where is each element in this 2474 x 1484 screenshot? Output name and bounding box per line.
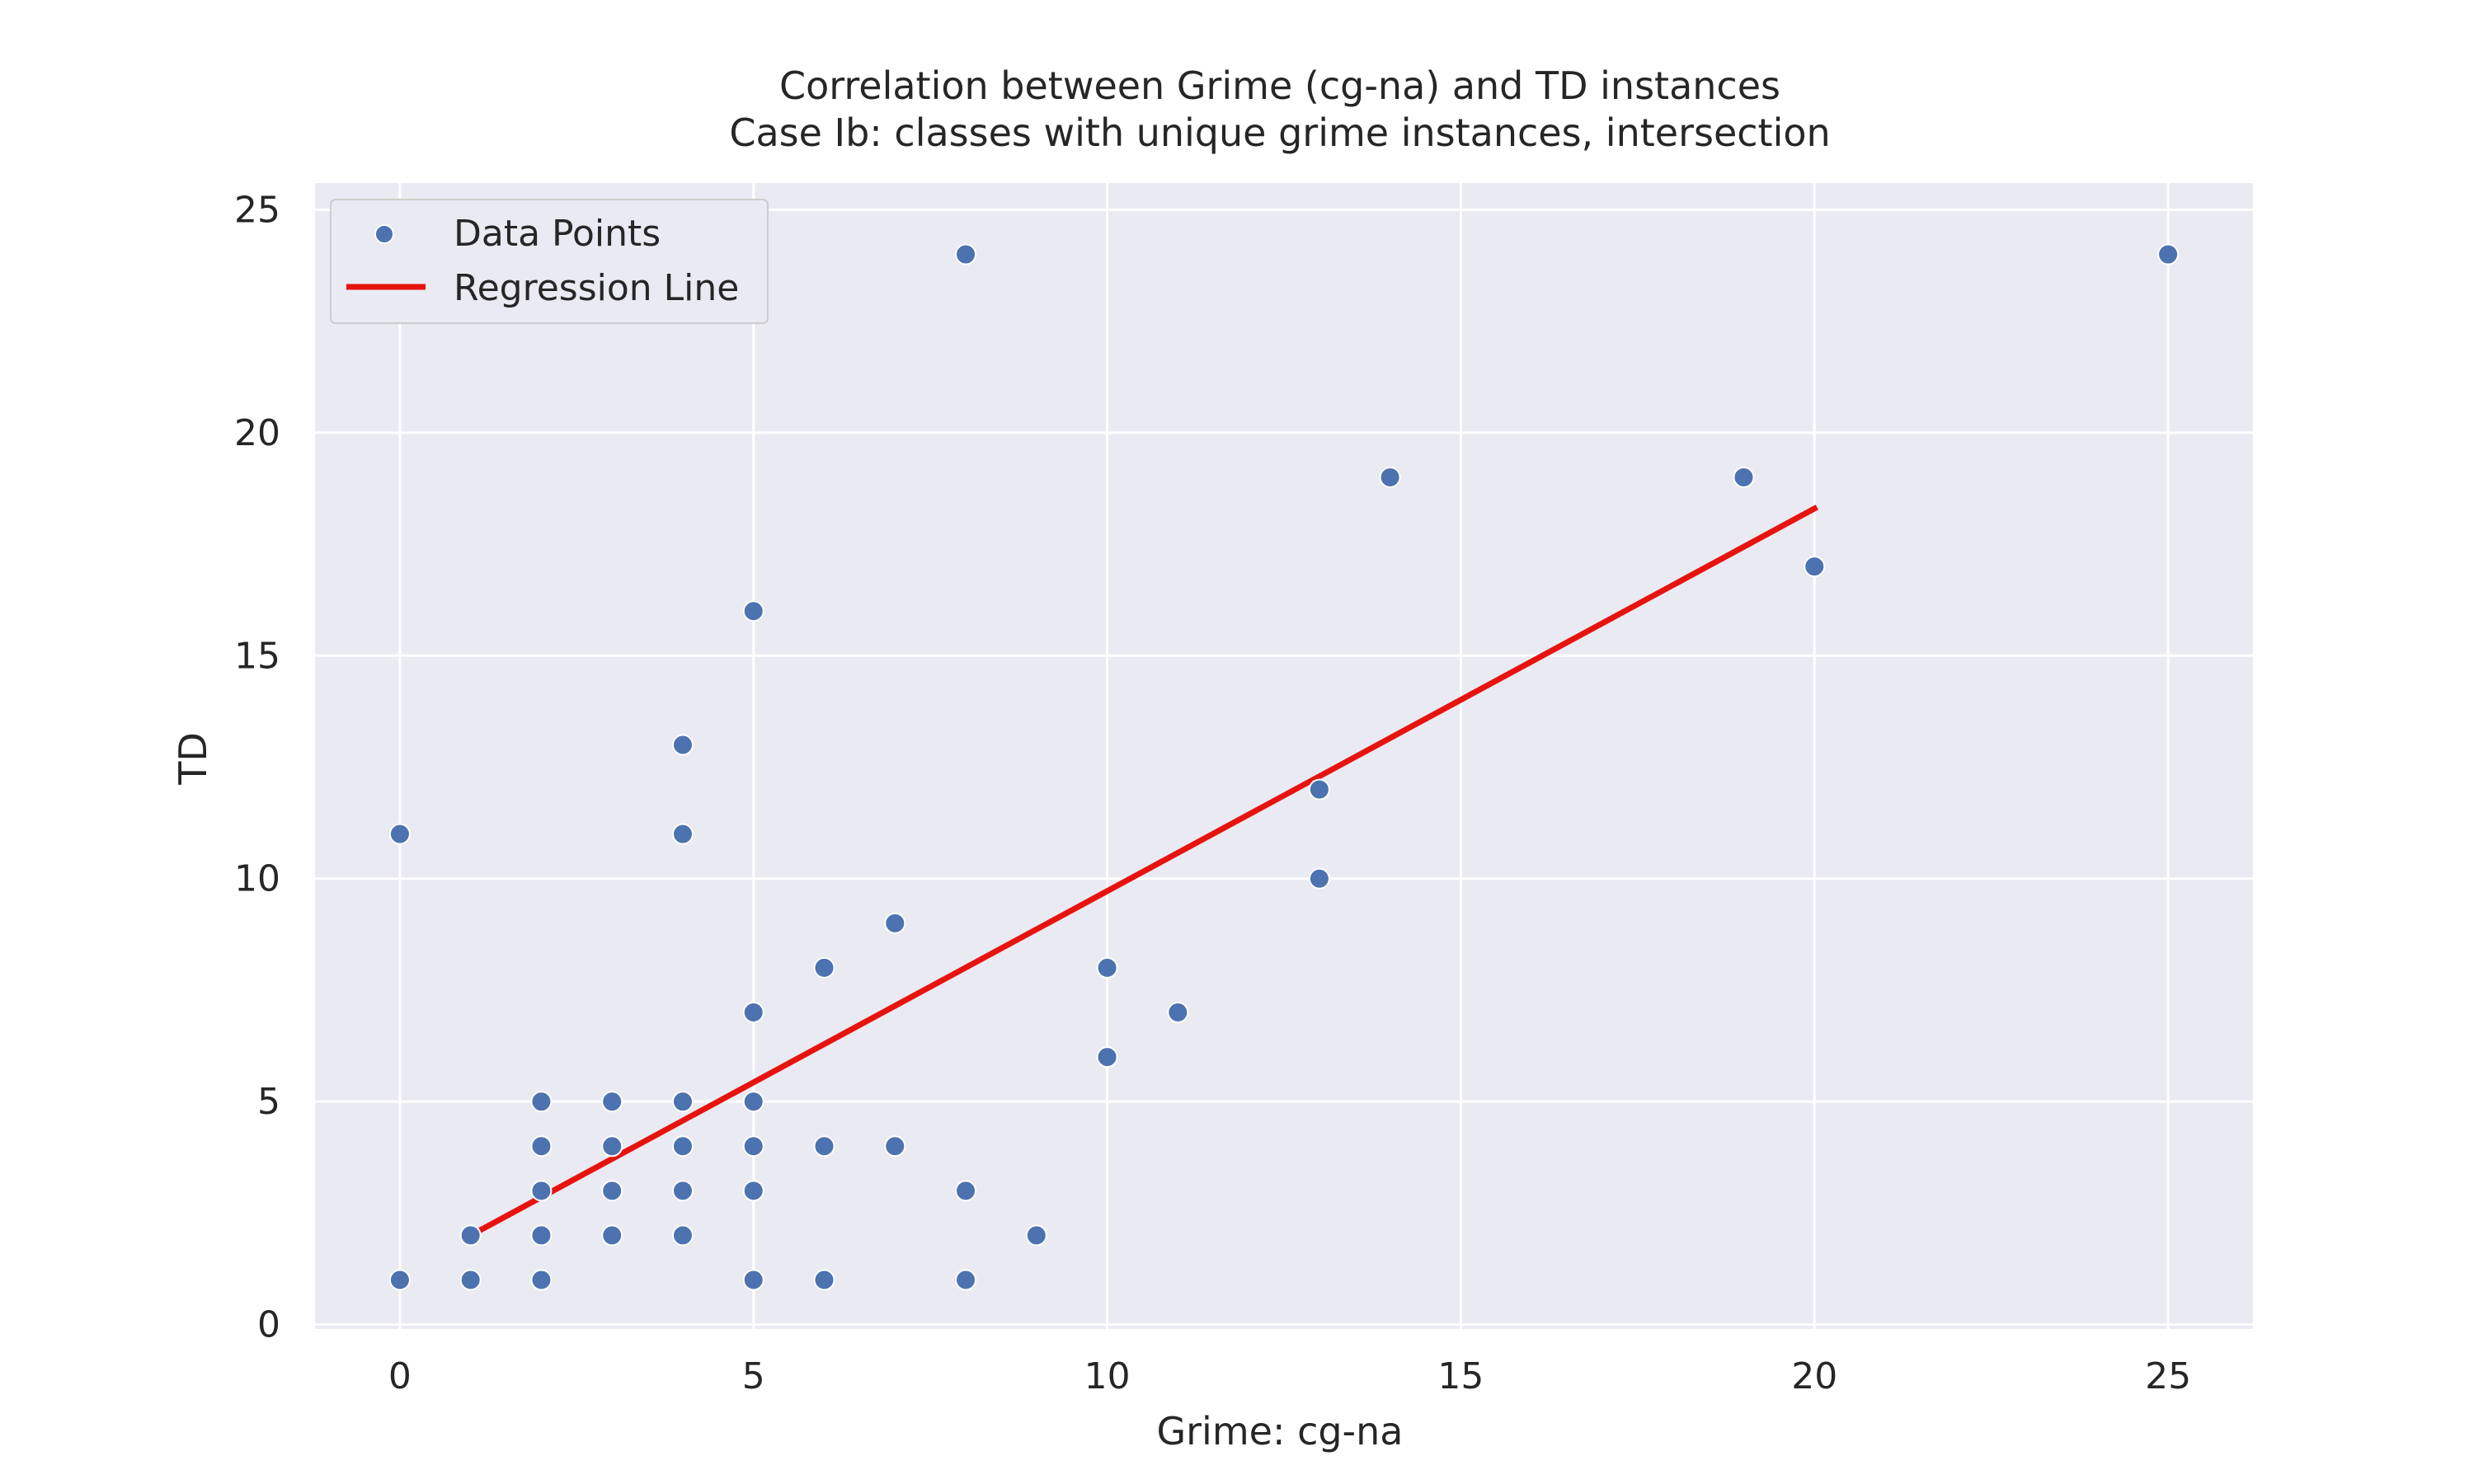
data-point (671, 1224, 694, 1247)
x-tick-label: 20 (1791, 1355, 1837, 1397)
data-point (671, 823, 694, 845)
data-point (813, 1135, 835, 1158)
grid-lines (315, 183, 2253, 1329)
data-point (813, 1269, 835, 1291)
legend-marker-points (374, 224, 394, 244)
data-point (459, 1224, 482, 1247)
y-tick-label: 15 (234, 635, 280, 677)
data-point (601, 1180, 623, 1202)
legend-label-line: Regression Line (454, 267, 739, 309)
data-point (1379, 466, 1401, 488)
data-point (671, 1135, 694, 1158)
data-point (1804, 556, 1826, 578)
x-tick-label: 25 (2145, 1355, 2191, 1397)
data-point (955, 243, 977, 265)
plot-area (315, 183, 2253, 1329)
data-point (1025, 1224, 1047, 1247)
x-axis-label: Grime: cg-na (1157, 1409, 1404, 1453)
y-tick-label: 20 (234, 412, 280, 454)
data-point (742, 1001, 764, 1023)
data-point (671, 1180, 694, 1202)
y-tick-label: 0 (257, 1304, 280, 1346)
y-tick-label: 10 (234, 858, 280, 900)
x-tick-label: 15 (1437, 1355, 1484, 1397)
data-point (742, 1091, 764, 1113)
data-point (530, 1135, 553, 1158)
data-point (459, 1269, 482, 1291)
data-point (671, 1091, 694, 1113)
data-point (601, 1224, 623, 1247)
x-tick-label: 10 (1084, 1355, 1131, 1397)
legend: Data Points Regression Line (330, 199, 769, 324)
data-point (1308, 778, 1330, 801)
data-point (601, 1091, 623, 1113)
data-point (2157, 243, 2180, 265)
data-point (813, 956, 835, 979)
data-point (742, 1269, 764, 1291)
chart-subtitle: Case Ib: classes with unique grime insta… (729, 110, 1830, 155)
data-point (530, 1269, 553, 1291)
data-point (530, 1224, 553, 1247)
data-point (388, 1269, 411, 1291)
y-tick-label: 25 (234, 189, 280, 231)
data-point (742, 1135, 764, 1158)
regression-line (466, 505, 1818, 1240)
data-point (742, 600, 764, 622)
data-point (1167, 1001, 1189, 1023)
y-tick-label: 5 (257, 1081, 280, 1123)
data-point (530, 1091, 553, 1113)
data-point (1096, 1046, 1118, 1068)
x-tick-label: 5 (742, 1355, 765, 1397)
x-tick-label: 0 (388, 1355, 412, 1397)
data-point (1733, 466, 1755, 488)
data-point (884, 1135, 906, 1158)
y-axis-label: TD (171, 732, 215, 786)
legend-label-points: Data Points (454, 213, 661, 255)
tick-labels: 0 5 10 15 20 25 0 5 10 15 20 25 (234, 189, 2191, 1397)
chart-title: Correlation between Grime (cg-na) and TD… (779, 63, 1780, 108)
data-point (671, 734, 694, 756)
data-point (1096, 956, 1118, 979)
data-point (530, 1180, 553, 1202)
data-marks (388, 243, 2180, 1291)
data-point (742, 1180, 764, 1202)
data-point (1308, 867, 1330, 890)
legend-box (330, 199, 769, 324)
data-point (601, 1135, 623, 1158)
data-point (884, 912, 906, 934)
data-point (388, 823, 411, 845)
data-point (955, 1269, 977, 1291)
data-point (955, 1180, 977, 1202)
